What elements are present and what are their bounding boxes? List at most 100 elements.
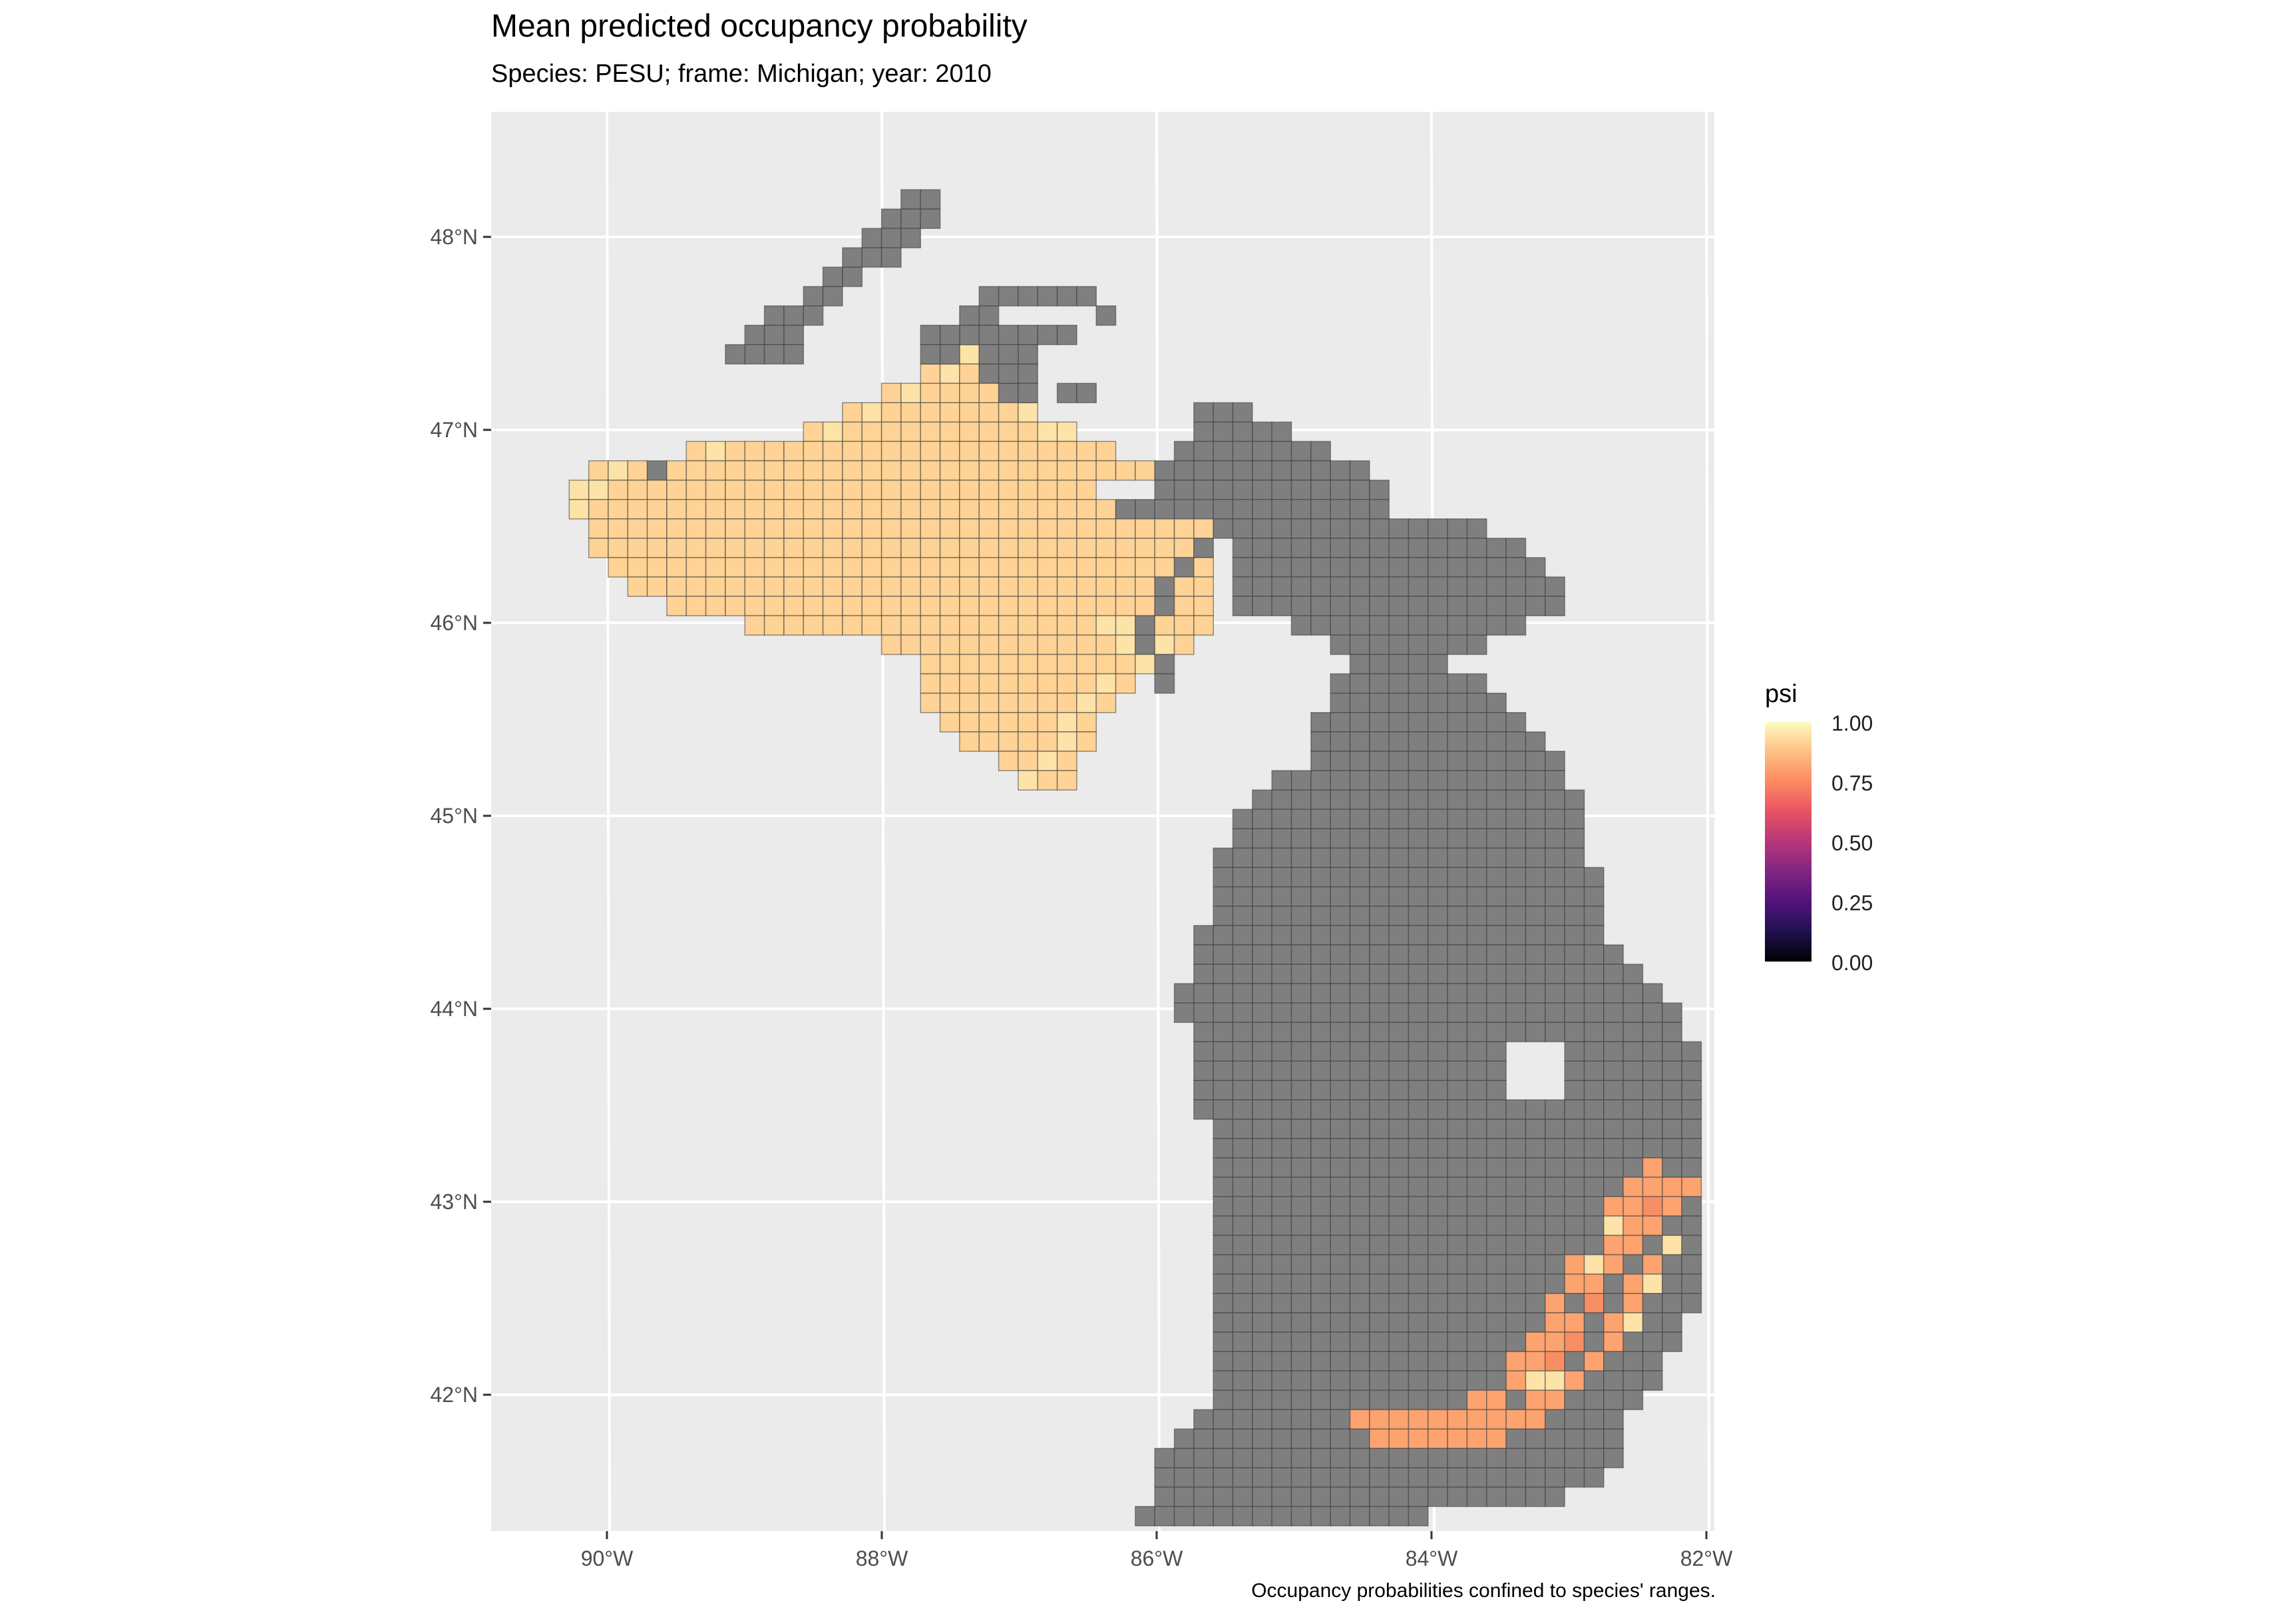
grid-cell [1232,402,1253,423]
grid-cell [1486,1447,1507,1469]
meridian-line [1705,111,1710,1532]
grid-cell [1388,944,1410,965]
grid-cell [861,402,882,423]
grid-cell [1193,1041,1214,1062]
grid-cell [861,557,882,578]
grid-cell [1408,1428,1429,1449]
grid-cell [1271,1041,1292,1062]
grid-cell [1213,1428,1234,1449]
grid-cell [920,208,941,230]
grid-cell [1349,479,1370,500]
grid-cell [1213,1138,1234,1159]
grid-cell [920,692,941,713]
grid-cell [1486,557,1507,578]
grid-cell [1252,847,1272,868]
grid-cell [1349,1079,1370,1101]
grid-cell [1408,1293,1429,1314]
grid-cell [1076,383,1097,403]
grid-cell [1232,1041,1253,1062]
grid-cell [1681,1293,1702,1314]
grid-cell [1505,1428,1527,1449]
grid-cell [1466,1351,1487,1371]
grid-cell [1173,983,1195,1004]
grid-cell [666,596,687,617]
grid-cell [705,596,726,617]
grid-cell [1349,1021,1370,1043]
grid-cell [1018,460,1038,481]
grid-cell [1603,1215,1624,1236]
grid-cell [1388,634,1410,655]
grid-cell [1388,1060,1410,1081]
grid-cell [1583,1273,1605,1294]
grid-cell [1681,1119,1702,1139]
grid-cell [880,247,902,268]
grid-cell [1525,808,1546,830]
grid-cell [1349,808,1370,830]
grid-cell [1310,441,1331,462]
grid-cell [1213,402,1234,423]
grid-cell [1349,1332,1370,1352]
grid-cell [1408,828,1429,849]
grid-cell [1447,1351,1468,1371]
grid-cell [1290,615,1312,636]
grid-cell [959,653,980,675]
grid-cell [1642,1234,1663,1256]
grid-cell [1428,1041,1448,1062]
grid-cell [1466,1370,1487,1391]
grid-cell [1369,944,1390,965]
grid-cell [803,538,824,558]
grid-cell [744,557,765,578]
grid-cell [1408,866,1429,888]
grid-cell [1154,1467,1175,1488]
grid-cell [783,596,805,617]
grid-cell [1271,789,1292,810]
grid-cell [1173,479,1195,500]
grid-cell [1232,1467,1253,1488]
grid-cell [1603,1099,1624,1120]
grid-cell [1369,1021,1390,1043]
grid-cell [1603,1060,1624,1081]
grid-cell [1213,1215,1234,1236]
grid-cell [1505,1176,1527,1198]
grid-cell [1271,1312,1292,1333]
grid-cell [1330,1312,1351,1333]
grid-cell [1486,808,1507,830]
grid-cell [1271,944,1292,965]
grid-cell [1173,460,1195,481]
grid-cell [1466,1312,1487,1333]
grid-cell [1037,731,1058,752]
grid-cell [1564,1021,1585,1043]
grid-cell [1525,1119,1546,1139]
grid-cell [978,692,1000,713]
grid-cell [1310,1254,1331,1275]
grid-cell [1076,731,1097,752]
grid-cell [1252,1196,1272,1217]
grid-cell [744,344,765,365]
grid-cell [1095,441,1117,462]
grid-cell [1525,770,1546,791]
grid-cell [822,615,843,636]
grid-cell [900,228,921,249]
grid-cell [1095,498,1117,520]
grid-cell [1232,886,1253,907]
grid-cell [1076,498,1097,520]
grid-cell [1369,1138,1390,1159]
grid-cell [1349,498,1370,520]
grid-cell [705,557,726,578]
grid-cell [1271,460,1292,481]
grid-cell [1252,518,1272,539]
grid-cell [1330,1021,1351,1043]
grid-cell [1369,557,1390,578]
grid-cell [1349,1428,1370,1449]
grid-cell [608,498,629,520]
grid-cell [1349,1351,1370,1371]
grid-cell [1135,498,1155,520]
grid-cell [1271,1176,1292,1198]
grid-cell [1505,1138,1527,1159]
grid-cell [1349,673,1370,694]
grid-cell [861,518,882,539]
grid-cell [1505,538,1527,558]
grid-cell [1408,1312,1429,1333]
grid-cell [1583,1176,1605,1198]
grid-cell [1603,1428,1624,1449]
